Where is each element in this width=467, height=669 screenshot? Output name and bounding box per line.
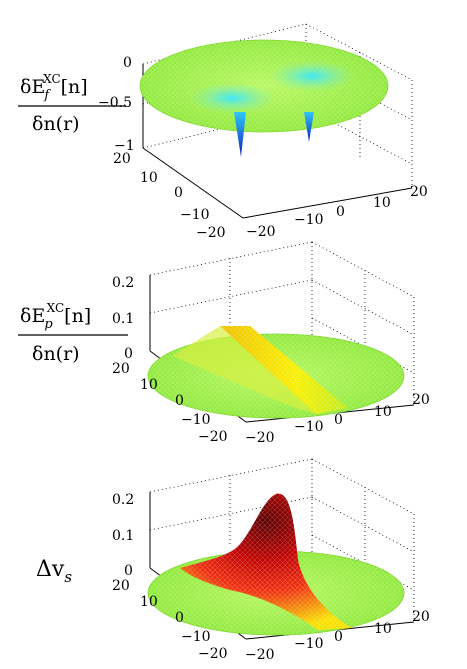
panel-3-z-tick: 0.1: [112, 528, 134, 544]
panel-1-x-tick: −20: [246, 224, 276, 240]
panel-2-z-tick: 0: [124, 346, 133, 362]
panel-1-y-tick: 0: [174, 185, 183, 201]
panel-3-label: Δvs: [36, 557, 72, 586]
panel-2-x-tick: −10: [294, 419, 324, 435]
panel-1-label: δEfXC[n] δn(r): [18, 72, 126, 135]
panel-2-x-tick: 10: [374, 404, 392, 420]
panel-3-x-tick: −20: [245, 647, 275, 663]
panel-2-y-tick: −10: [181, 412, 211, 428]
panel-2: 0.2 0.1 0 20 10 0 −10 −20 −20 −10 0 10 2…: [18, 241, 430, 446]
panel-3-x-tick: 20: [412, 609, 430, 625]
svg-text:δEfXC[n]: δEfXC[n]: [20, 72, 88, 103]
panel-1: 0 −0.5 −1 20 10 0 −10 −20 −20 −10 0 10 2…: [18, 23, 428, 241]
panel-1-z-tick: 0: [123, 55, 132, 71]
panel-3-y-tick: −20: [198, 646, 228, 662]
panel-3-y-tick: −10: [181, 629, 211, 645]
panel-1-y-tick: −20: [196, 225, 226, 241]
panel-2-z-tick: 0.2: [112, 275, 134, 291]
panel-2-z-tick: 0.1: [112, 311, 134, 327]
panel-1-y-tick: 10: [140, 170, 158, 186]
panel-1-x-axis: [242, 187, 413, 219]
panel-2-y-tick: 10: [140, 377, 158, 393]
panel-2-y-tick: −20: [198, 429, 228, 445]
panel-3-z-tick: 0: [124, 563, 133, 579]
panel-2-x-tick: 20: [412, 392, 430, 408]
panel-1-x-tick: 10: [373, 195, 391, 211]
panel-1-x-tick: −10: [294, 212, 324, 228]
panel-1-x-tick: 20: [410, 184, 428, 200]
panel-1-surface: [139, 39, 389, 157]
svg-text:Δvs: Δvs: [36, 557, 72, 586]
panel-3-x-tick: −10: [294, 636, 324, 652]
svg-text:δEpXC[n]: δEpXC[n]: [20, 301, 91, 332]
panel-1-y-axis: [142, 147, 244, 219]
panel-3-surface: [147, 493, 405, 636]
panel-3: 0.2 0.1 0 20 10 0 −10 −20 −20 −10 0 10 2…: [36, 458, 430, 663]
panel-2-x-tick: −20: [245, 430, 275, 446]
svg-text:δn(r): δn(r): [32, 343, 80, 365]
panel-3-y-tick: 10: [140, 594, 158, 610]
panel-3-x-tick: 10: [374, 621, 392, 637]
panel-1-y-tick: −10: [180, 207, 210, 223]
panel-1-y-tick: 20: [113, 151, 131, 167]
svg-text:δn(r): δn(r): [32, 113, 80, 135]
panel-3-x-tick: 0: [334, 629, 343, 645]
panel-2-y-tick: 0: [175, 393, 184, 409]
panel-2-surface: [147, 326, 405, 419]
panel-3-y-tick: 20: [112, 578, 130, 594]
panel-1-z-tick: −0.5: [98, 95, 132, 111]
panel-1-z-tick: −1: [114, 138, 135, 154]
panel-3-y-tick: 0: [175, 610, 184, 626]
panel-1-x-tick: 0: [336, 204, 345, 220]
panel-2-label: δEpXC[n] δn(r): [18, 301, 128, 365]
panel-2-y-tick: 20: [112, 361, 130, 377]
panel-3-z-tick: 0.2: [112, 492, 134, 508]
panel-2-x-tick: 0: [334, 412, 343, 428]
